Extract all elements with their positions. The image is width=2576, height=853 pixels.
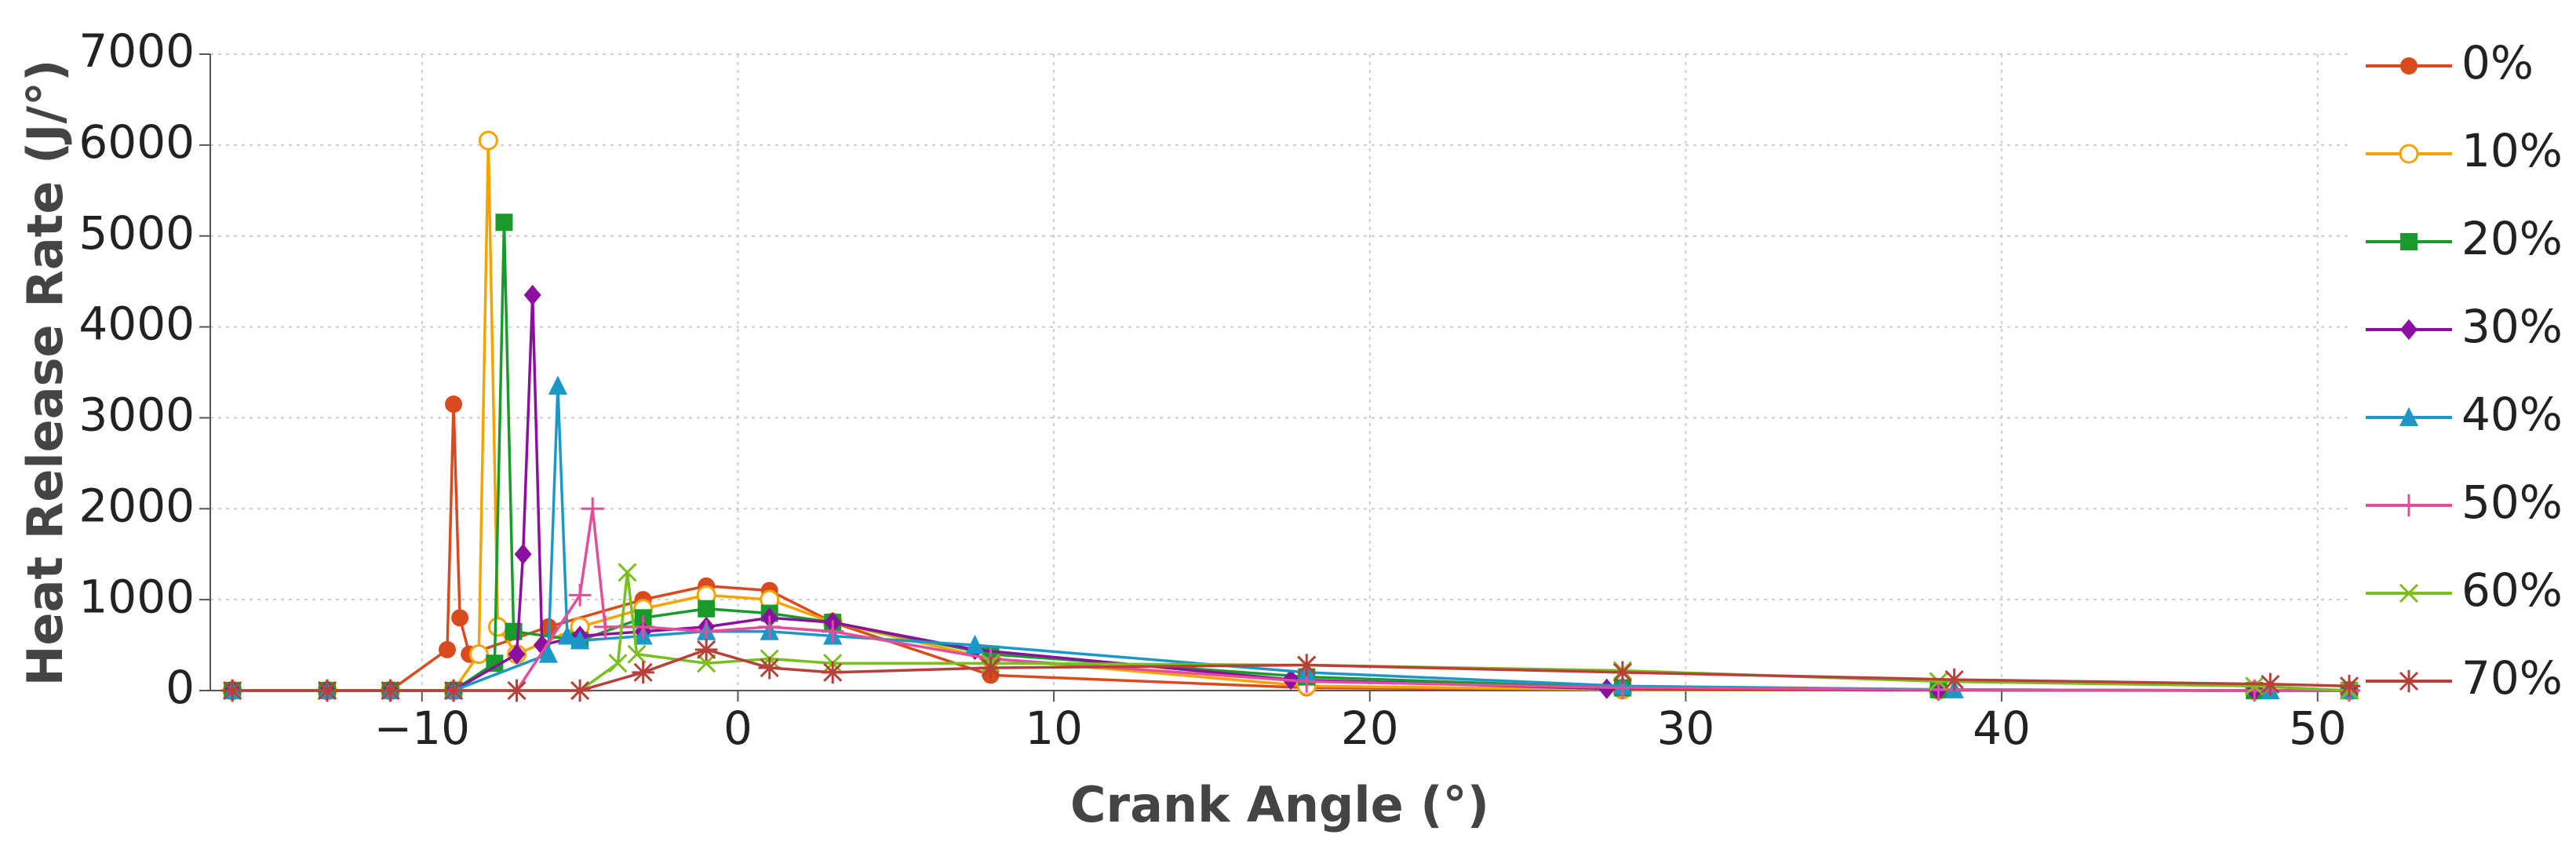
marker — [1295, 654, 1318, 676]
y-tick-label: 0 — [166, 661, 195, 714]
marker — [486, 654, 504, 673]
legend-label: 0% — [2461, 36, 2534, 89]
series-line — [232, 648, 2350, 692]
marker — [608, 654, 628, 673]
marker — [2245, 676, 2264, 696]
marker — [821, 661, 844, 684]
legend-label: 10% — [2461, 124, 2563, 177]
marker — [315, 679, 339, 702]
marker — [821, 620, 844, 643]
marker — [2337, 674, 2361, 698]
x-tick-label: 40 — [1973, 702, 2031, 755]
legend-label: 50% — [2461, 476, 2563, 529]
y-tick-label: 3000 — [78, 388, 195, 442]
marker — [505, 679, 528, 702]
marker — [514, 544, 532, 565]
x-tick-label: 10 — [1025, 702, 1083, 755]
marker — [979, 656, 1002, 680]
series-line — [232, 385, 2349, 692]
legend-marker — [2399, 406, 2419, 426]
marker — [1943, 668, 1966, 691]
legend-marker — [2399, 583, 2419, 603]
marker — [379, 679, 402, 702]
marker — [698, 600, 716, 618]
y-tick-label: 4000 — [78, 297, 195, 351]
marker — [220, 679, 244, 702]
marker — [451, 609, 469, 627]
marker — [438, 640, 456, 658]
marker — [445, 396, 463, 414]
marker — [581, 497, 604, 520]
marker — [523, 284, 541, 306]
legend-marker — [2397, 669, 2421, 693]
legend-marker — [2400, 233, 2418, 250]
x-axis-title: Crank Angle (°) — [1070, 776, 1489, 833]
marker — [632, 661, 654, 684]
marker — [478, 130, 498, 151]
marker — [487, 617, 508, 637]
x-tick-label: 0 — [723, 702, 752, 755]
x-tick-label: 30 — [1657, 702, 1715, 755]
marker — [468, 644, 489, 665]
marker — [538, 643, 558, 663]
marker — [557, 625, 578, 645]
marker — [697, 654, 716, 673]
marker — [758, 656, 782, 680]
x-tick-label: −10 — [374, 702, 470, 755]
marker — [495, 213, 513, 231]
y-tick-label: 5000 — [78, 206, 195, 260]
marker — [568, 584, 592, 607]
marker — [442, 679, 465, 702]
marker — [965, 634, 985, 654]
marker — [758, 615, 782, 639]
legend-marker — [2400, 319, 2418, 341]
marker — [508, 643, 526, 665]
y-tick-label: 2000 — [78, 479, 195, 532]
marker — [548, 375, 568, 395]
y-tick-label: 7000 — [78, 24, 195, 78]
marker — [2259, 673, 2282, 696]
legend-marker — [2397, 494, 2421, 517]
y-axis-title: Heat Release Rate (J/°) — [16, 60, 74, 687]
legend-marker — [2399, 144, 2419, 164]
marker — [1929, 672, 1948, 691]
marker — [594, 615, 617, 639]
legend-marker — [2400, 57, 2418, 75]
legend-label: 20% — [2461, 212, 2563, 265]
x-tick-label: 20 — [1341, 702, 1399, 755]
y-tick-label: 6000 — [78, 115, 195, 169]
marker — [618, 563, 637, 582]
x-tick-label: 50 — [2289, 702, 2347, 755]
marker — [632, 615, 654, 639]
legend-label: 30% — [2461, 300, 2563, 353]
marker — [568, 679, 592, 702]
marker — [570, 630, 590, 650]
legend-label: 70% — [2461, 651, 2563, 705]
marker — [627, 644, 647, 664]
legend-label: 40% — [2461, 388, 2563, 441]
legend-label: 60% — [2461, 563, 2563, 617]
marker — [1611, 661, 1634, 684]
y-tick-label: 1000 — [78, 570, 195, 623]
marker — [694, 638, 718, 662]
